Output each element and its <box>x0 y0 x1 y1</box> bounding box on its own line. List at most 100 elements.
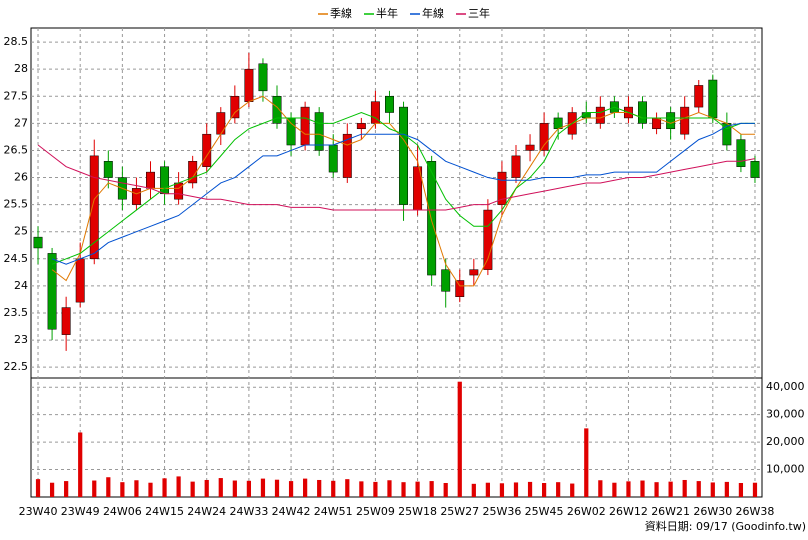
candle-body <box>595 106 605 124</box>
footer: 資料日期: 09/17 (Goodinfo.tw) <box>645 519 806 533</box>
candle-body <box>103 161 113 178</box>
candle-body <box>328 144 338 173</box>
candle-body <box>258 63 268 92</box>
volume-bar <box>668 481 673 497</box>
candle-body <box>539 123 549 151</box>
candle-body <box>666 112 676 130</box>
y-tick-label: 24 <box>14 279 28 292</box>
candle-body <box>272 96 282 124</box>
candle-body <box>230 96 240 119</box>
candle-body <box>483 209 493 270</box>
candle-body <box>525 144 535 151</box>
candle-body <box>47 253 57 330</box>
volume-bar <box>556 482 561 497</box>
x-tick-label: 25W27 <box>440 505 479 518</box>
candle-body <box>160 166 170 195</box>
y-tick-label: 25 <box>14 225 28 238</box>
volume-bar <box>120 482 125 497</box>
volume-tick-label: 10,000 <box>766 463 805 476</box>
volume-bar <box>345 479 350 497</box>
x-tick-label: 25W45 <box>525 505 564 518</box>
y-tick-label: 26.5 <box>4 143 29 156</box>
volume-bar <box>752 482 758 497</box>
volume-bar <box>570 483 575 497</box>
candle-body <box>342 133 352 178</box>
candle-body <box>188 161 198 184</box>
candle-body <box>736 139 746 167</box>
candle-body <box>455 280 465 297</box>
volume-bar <box>64 481 69 497</box>
y-tick-label: 24.5 <box>4 252 29 265</box>
volume-bar <box>190 481 195 497</box>
volume-bar <box>387 480 392 497</box>
volume-bar <box>584 428 589 497</box>
candle-body <box>356 123 366 130</box>
legend-label: 年線 <box>422 6 444 20</box>
candle-body <box>385 96 394 113</box>
volume-bar <box>598 480 603 497</box>
x-tick-label: 24W42 <box>272 505 311 518</box>
volume-bar <box>654 482 659 497</box>
candle-body <box>497 171 507 205</box>
volume-bar <box>106 477 111 497</box>
candle-body <box>708 79 718 119</box>
volume-bar <box>457 381 462 497</box>
candle-body <box>286 117 296 146</box>
x-tick-label: 26W12 <box>609 505 648 518</box>
volume-bar <box>162 478 167 497</box>
candle-body <box>202 133 212 167</box>
candle-body <box>75 258 85 303</box>
volume-bar <box>429 481 434 497</box>
candle-body <box>427 161 437 276</box>
x-tick-label: 24W24 <box>187 505 226 518</box>
plot-frame <box>30 27 763 498</box>
y-tick-label: 22.5 <box>4 360 29 373</box>
candle-body <box>469 269 479 276</box>
candle-body <box>680 106 690 135</box>
x-tick-label: 25W36 <box>482 505 521 518</box>
candle-body <box>300 106 310 146</box>
volume-bar <box>640 480 645 497</box>
volume-bar <box>331 480 336 497</box>
volume-bar <box>541 483 547 497</box>
volume-bar <box>626 481 631 497</box>
volume-bar <box>92 480 97 497</box>
candle-body <box>441 269 451 292</box>
volume-bar <box>710 482 715 497</box>
volume-bar <box>499 483 505 497</box>
y-tick-label: 26 <box>14 171 28 184</box>
candle-body <box>511 155 521 178</box>
candle-body <box>694 85 704 108</box>
volume-bar <box>612 482 617 497</box>
volume-bar <box>485 482 490 497</box>
x-tick-label: 23W49 <box>61 505 100 518</box>
x-tick-label: 24W15 <box>145 505 184 518</box>
candle-body <box>244 68 254 102</box>
y-tick-label: 23 <box>14 333 28 346</box>
volume-bar <box>49 482 55 497</box>
volume-bar <box>176 476 181 497</box>
candle-body <box>33 236 43 249</box>
candle-body <box>638 101 647 124</box>
volume-tick-label: 20,000 <box>766 435 805 448</box>
x-tick-label: 26W38 <box>736 505 775 518</box>
legend-label: 半年 <box>376 6 398 20</box>
volume-bar <box>204 479 209 497</box>
volume-bar <box>246 480 252 497</box>
x-tick-label: 24W06 <box>103 505 142 518</box>
volume-bar <box>471 483 476 497</box>
candle-body <box>314 112 324 151</box>
y-tick-label: 28.5 <box>4 35 29 48</box>
volume-bar <box>724 481 729 497</box>
volume-bar <box>303 478 308 497</box>
volume-bar <box>738 483 744 497</box>
volume-bar <box>373 481 378 497</box>
y-tick-label: 28 <box>14 62 28 75</box>
candle-body <box>750 161 760 178</box>
x-tick-label: 26W30 <box>693 505 732 518</box>
x-tick-label: 26W21 <box>651 505 690 518</box>
x-tick-label: 24W51 <box>314 505 353 518</box>
candle-body <box>216 112 226 135</box>
legend-label: 三年 <box>468 6 490 20</box>
